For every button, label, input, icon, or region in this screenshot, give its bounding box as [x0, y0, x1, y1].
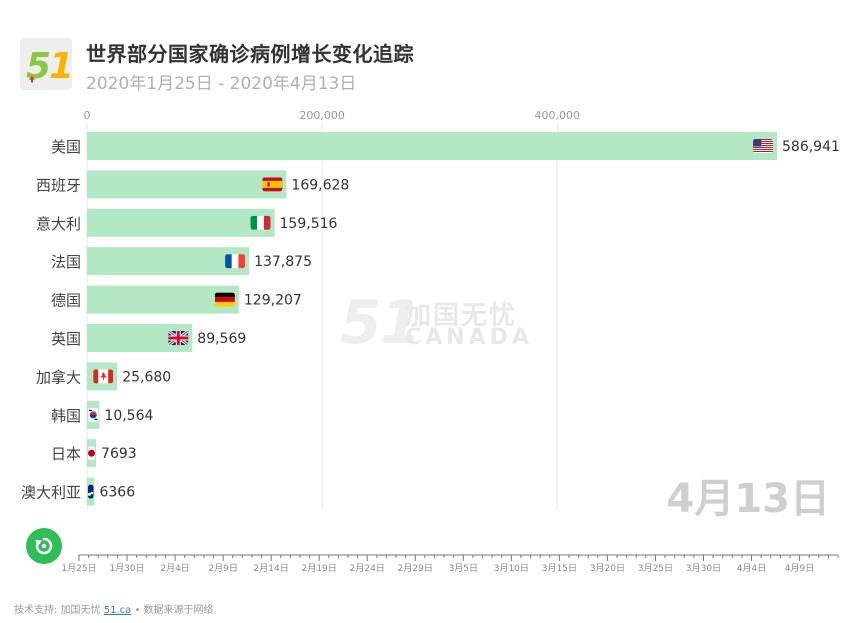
watermark-name-cn: 加国无忧 [405, 301, 518, 331]
bar-0 [87, 132, 777, 160]
de-flag-icon [214, 292, 235, 307]
category-label: 美国 [51, 138, 81, 156]
bar-3 [87, 247, 250, 276]
x-tick-label: 0 [84, 109, 91, 122]
us-flag-icon [753, 139, 773, 153]
jp-flag-icon [88, 446, 96, 461]
logo-51-icon: 5 1 [26, 46, 74, 87]
bar-2 [87, 208, 275, 237]
timeline-label: 1月25日 [61, 563, 96, 574]
value-label: 89,569 [197, 331, 246, 347]
footer: 技术支持: 加国无忧 51.ca • 数据来源于网络 [14, 601, 214, 616]
footer-prefix: 技术支持: 加国无忧 [14, 605, 101, 616]
replay-button[interactable] [26, 528, 62, 564]
current-date-label: 4月13日 [666, 476, 831, 522]
bar-1 [87, 170, 287, 199]
value-label: 7693 [101, 446, 137, 462]
category-label: 日本 [51, 445, 81, 463]
category-label: 西班牙 [36, 176, 81, 194]
bar-4 [87, 285, 239, 314]
timeline-label: 2月24日 [350, 563, 385, 574]
category-label: 德国 [51, 292, 81, 310]
value-label: 10,564 [104, 408, 153, 424]
footer-suffix: • 数据来源于网络 [134, 605, 214, 616]
value-label: 159,516 [280, 216, 338, 232]
timeline-label: 3月30日 [686, 563, 721, 574]
value-label: 25,680 [122, 369, 171, 385]
value-label: 169,628 [291, 177, 349, 193]
value-label: 137,875 [254, 254, 312, 270]
timeline-label: 3月15日 [542, 563, 577, 574]
page-title: 世界部分国家确诊病例增长变化追踪 [86, 42, 414, 66]
timeline-label: 3月5日 [449, 563, 478, 574]
svg-text:1: 1 [49, 46, 72, 87]
timeline-label: 3月25日 [638, 563, 673, 574]
value-label: 129,207 [244, 293, 302, 309]
x-tick-label: 400,000 [534, 109, 580, 122]
kr-flag-icon [88, 407, 99, 422]
fr-flag-icon [225, 254, 246, 269]
timeline-label: 2月4日 [160, 563, 189, 574]
site-logo: 5 1 [20, 38, 74, 90]
ca-flag-icon [93, 369, 114, 384]
x-tick-label: 200,000 [299, 109, 345, 122]
gb-flag-icon [168, 331, 189, 345]
watermark-logo: 51 [340, 288, 421, 358]
it-flag-icon [250, 215, 271, 230]
value-label: 6366 [99, 485, 135, 501]
category-label: 韩国 [51, 407, 81, 425]
es-flag-icon [262, 177, 283, 192]
footer-link[interactable]: 51.ca [103, 605, 132, 616]
timeline-label: 3月10日 [494, 563, 529, 574]
category-label: 法国 [51, 253, 81, 271]
timeline-label: 4月9日 [785, 563, 814, 574]
category-label: 英国 [51, 330, 81, 348]
timeline-label: 4月4日 [737, 563, 766, 574]
category-label: 澳大利亚 [21, 484, 81, 502]
au-flag-icon [88, 484, 94, 499]
timeline-label: 2月14日 [254, 563, 289, 574]
value-label: 586,941 [782, 139, 840, 155]
timeline-label: 2月19日 [302, 563, 337, 574]
timeline-label: 2月29日 [398, 563, 433, 574]
timeline-label: 1月30日 [109, 563, 144, 574]
timeline-label: 2月9日 [208, 563, 237, 574]
replay-icon [35, 537, 53, 555]
category-label: 意大利 [36, 215, 81, 233]
timeline-label: 3月20日 [590, 563, 625, 574]
svg-text:5: 5 [26, 46, 51, 87]
date-range-subtitle: 2020年1月25日 - 2020年4月13日 [86, 74, 357, 94]
category-label: 加拿大 [36, 368, 81, 386]
watermark-name-en: CANADA [405, 325, 533, 350]
